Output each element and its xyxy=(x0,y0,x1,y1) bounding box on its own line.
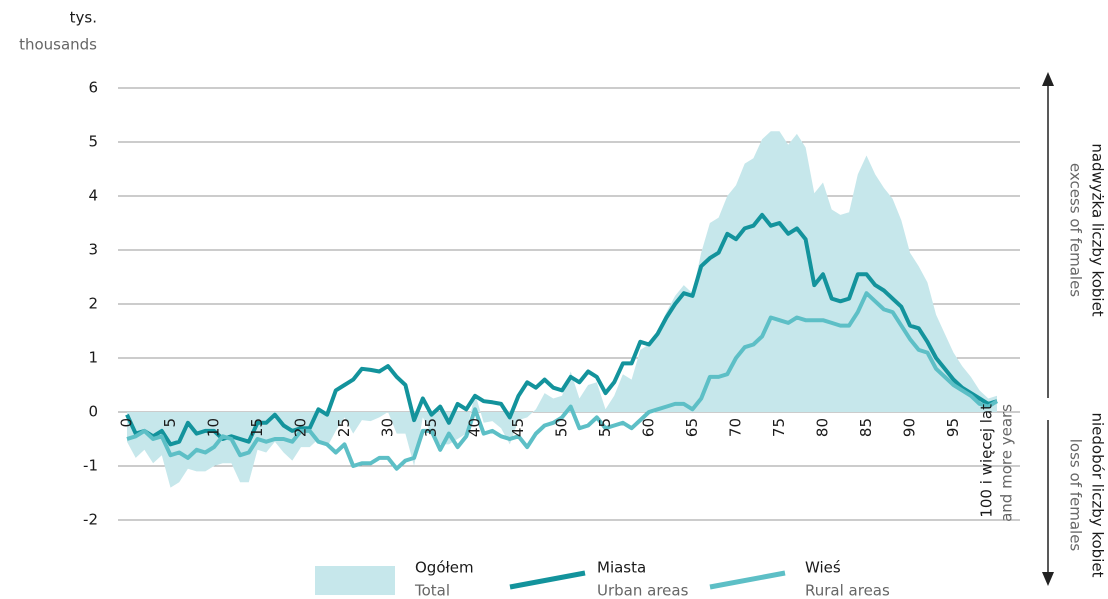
y-tick-label: 3 xyxy=(88,241,98,259)
series-line xyxy=(125,212,998,447)
y-tick-label: 0 xyxy=(88,403,98,421)
x-tick-label: 40 xyxy=(466,418,484,437)
x-tick-label: 80 xyxy=(814,418,832,437)
x-tick-label: 90 xyxy=(901,418,919,437)
legend-swatch xyxy=(509,570,586,590)
legend-swatch xyxy=(315,566,395,595)
lower-note-en: loss of females xyxy=(1067,439,1085,552)
lower-note: niedobór liczby kobiet xyxy=(1089,413,1107,578)
x-tick-label: 50 xyxy=(553,418,571,437)
legend-swatch xyxy=(709,570,786,590)
x-tick-label: 100 i więcej lat xyxy=(978,404,996,518)
legend-label-en: Total xyxy=(414,582,450,599)
upper-note: nadwyżka liczby kobiet xyxy=(1089,143,1107,316)
y-tick-label: 1 xyxy=(88,349,98,367)
unit-label-en: thousands xyxy=(19,36,97,54)
x-tick-label: 45 xyxy=(509,418,527,437)
y-tick-label: 2 xyxy=(88,295,98,313)
x-tick-label: 20 xyxy=(292,418,310,437)
y-tick-label: 6 xyxy=(88,79,98,97)
legend-label: Wieś xyxy=(805,559,841,577)
y-tick-label: 5 xyxy=(88,133,98,151)
upper-note-en: excess of females xyxy=(1067,163,1085,297)
x-tick-label: 30 xyxy=(379,418,397,437)
legend-label-en: Urban areas xyxy=(597,582,689,599)
legend-label: Ogółem xyxy=(415,559,474,577)
total-area xyxy=(127,131,997,488)
y-tick-label: -2 xyxy=(83,511,98,529)
x-tick-label: 60 xyxy=(640,418,658,437)
direction-arrows xyxy=(1042,72,1054,586)
x-tick-label: 35 xyxy=(422,418,440,437)
x-tick-label: 85 xyxy=(857,418,875,437)
y-tick-label: 4 xyxy=(88,187,98,205)
x-tick-label: 65 xyxy=(683,418,701,437)
series-line xyxy=(126,291,999,471)
x-tick-label: 15 xyxy=(248,418,266,437)
x-tick-label: 0 xyxy=(118,418,136,428)
x-tick-label: 70 xyxy=(727,418,745,437)
x-tick-label: 55 xyxy=(596,418,614,437)
unit-label: tys. xyxy=(70,9,97,27)
x-tick-label-en: and more years xyxy=(998,404,1016,522)
y-tick-label: -1 xyxy=(83,457,98,475)
x-tick-label: 75 xyxy=(770,418,788,437)
x-tick-label: 10 xyxy=(205,418,223,437)
x-tick-label: 95 xyxy=(944,418,962,437)
x-tick-label: 5 xyxy=(161,418,179,428)
legend-label-en: Rural areas xyxy=(805,582,890,599)
x-tick-label: 25 xyxy=(335,418,353,437)
legend-label: Miasta xyxy=(597,559,646,577)
